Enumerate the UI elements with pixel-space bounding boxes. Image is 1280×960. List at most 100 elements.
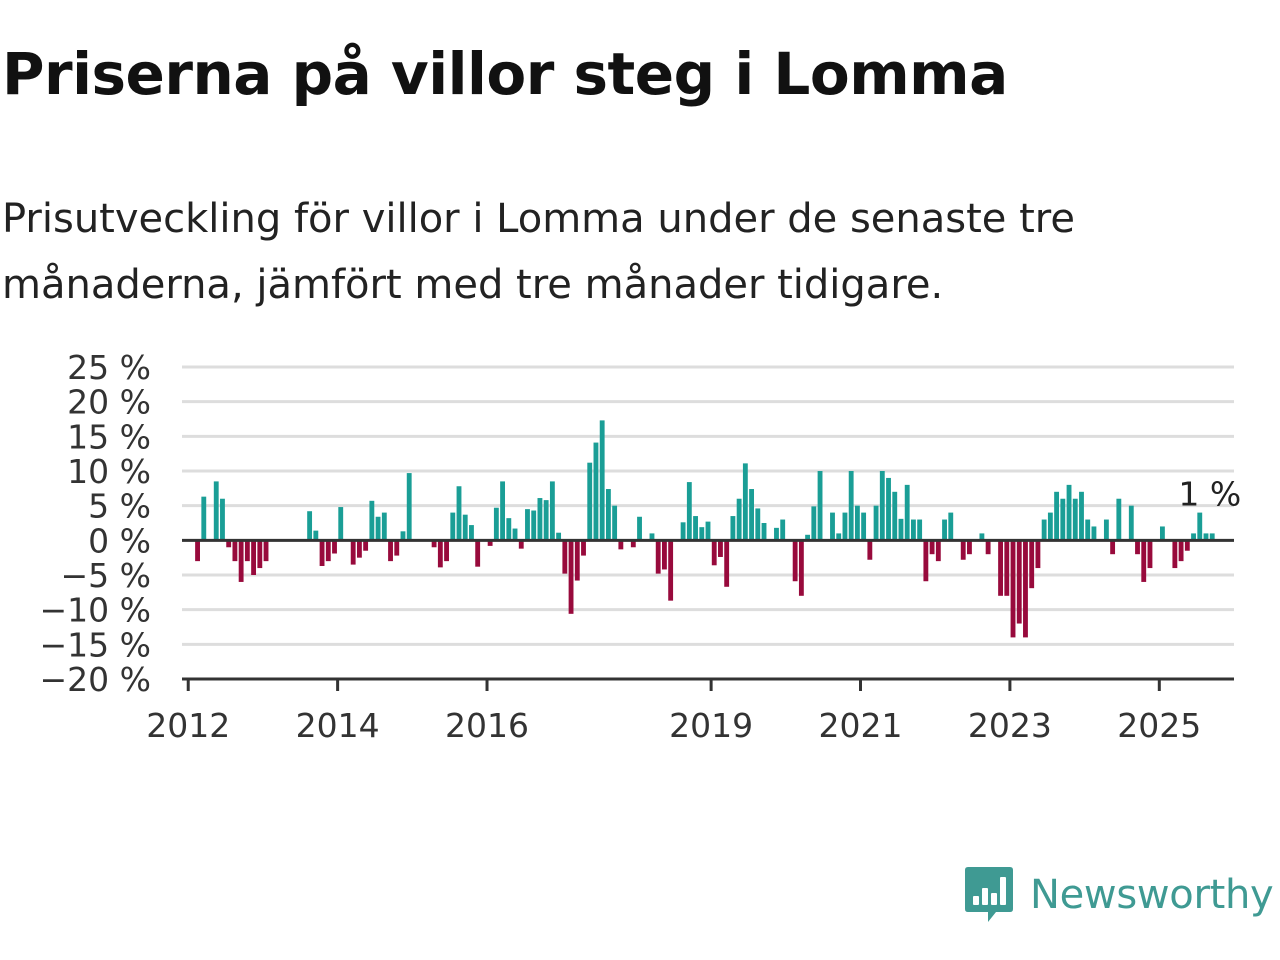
bar: [325, 540, 331, 562]
bar: [1172, 540, 1178, 569]
x-tick-label: 2012: [146, 706, 230, 745]
bar: [531, 510, 537, 541]
bar: [1128, 505, 1134, 541]
bar: [1147, 540, 1153, 569]
bar: [879, 471, 885, 541]
bar: [1135, 540, 1140, 555]
bar: [375, 516, 381, 541]
bar: [1079, 491, 1084, 541]
bar: [979, 533, 985, 541]
bar: [1116, 498, 1122, 541]
bar: [680, 522, 686, 541]
bar: [923, 540, 929, 582]
bar: [462, 514, 468, 541]
bar: [251, 540, 257, 575]
bar: [904, 484, 910, 541]
gridlines: [182, 365, 1234, 646]
bar: [1159, 526, 1165, 541]
bar: [805, 534, 811, 541]
brand-name: Newsworthy: [1030, 872, 1274, 918]
bar: [1178, 540, 1184, 562]
bar: [475, 540, 481, 567]
bar: [195, 540, 200, 562]
bar: [568, 540, 574, 614]
bar: [985, 540, 991, 555]
bar: [948, 512, 954, 541]
bar: [319, 540, 325, 566]
x-axis-labels: 2012 2014 2016 2019 2021 2023 2025: [146, 706, 1201, 745]
bar: [942, 519, 947, 541]
bar: [263, 540, 269, 562]
bar: [929, 540, 935, 555]
bar: [854, 505, 860, 541]
y-tick-label: 10 %: [67, 452, 151, 491]
bar: [201, 496, 207, 541]
bar: [1035, 540, 1041, 569]
bar: [910, 519, 916, 541]
bar: [730, 516, 736, 541]
bar: [637, 516, 642, 541]
bar: [469, 525, 474, 541]
bar-chart: 25 %20 %15 %10 %5 %0 %−5 %−10 %−15 %−20 …: [40, 348, 1242, 745]
bar: [1141, 540, 1147, 582]
bar: [537, 498, 543, 541]
bar: [1041, 519, 1047, 541]
y-tick-label: 5 %: [88, 487, 151, 526]
bar: [830, 512, 835, 541]
bar: [388, 540, 393, 562]
bar: [338, 507, 344, 541]
bar: [798, 540, 804, 596]
bar: [257, 540, 263, 569]
bar: [842, 512, 848, 541]
brand-logo: Newsworthy: [964, 864, 1274, 926]
bar: [848, 471, 854, 541]
y-tick-label: 0 %: [88, 521, 151, 560]
bar: [711, 540, 717, 566]
axes: [182, 538, 1234, 691]
x-tick-label: 2025: [1117, 706, 1201, 745]
bar: [861, 512, 867, 541]
bar: [1103, 519, 1109, 541]
bar: [1010, 540, 1016, 638]
last-value-label: 1 %: [1178, 474, 1241, 513]
bar: [1184, 540, 1190, 551]
bar: [774, 527, 779, 541]
bar: [998, 540, 1003, 596]
bar: [506, 518, 512, 541]
bar: [718, 540, 723, 557]
bar: [369, 500, 375, 541]
bar: [313, 530, 319, 541]
bar: [450, 512, 456, 541]
bar: [1060, 498, 1066, 541]
bar: [518, 540, 524, 549]
bar: [562, 540, 568, 574]
bar: [599, 420, 605, 541]
bar: [394, 540, 400, 556]
bar: [356, 540, 362, 558]
bar: [543, 500, 549, 541]
bar: [332, 540, 337, 554]
bar: [967, 540, 972, 555]
bar: [1197, 512, 1203, 541]
bar: [705, 521, 711, 541]
chart-subtitle: Prisutveckling för villor i Lomma under …: [2, 196, 1075, 308]
bar: [780, 519, 786, 541]
bar: [587, 462, 593, 541]
bar: [1029, 540, 1035, 589]
bar: [655, 540, 661, 574]
bar: [381, 512, 387, 541]
bar: [792, 540, 798, 582]
bar: [431, 540, 437, 548]
bar: [605, 489, 611, 541]
bar: [226, 540, 232, 548]
bar: [556, 532, 562, 541]
bar: [867, 540, 873, 560]
bar: [755, 508, 761, 541]
bar: [1016, 540, 1022, 624]
bar: [1085, 519, 1091, 541]
y-tick-label: −10 %: [40, 591, 152, 630]
bar: [661, 540, 667, 570]
x-tick-label: 2023: [968, 706, 1052, 745]
bar: [238, 540, 244, 582]
bar: [917, 519, 923, 541]
